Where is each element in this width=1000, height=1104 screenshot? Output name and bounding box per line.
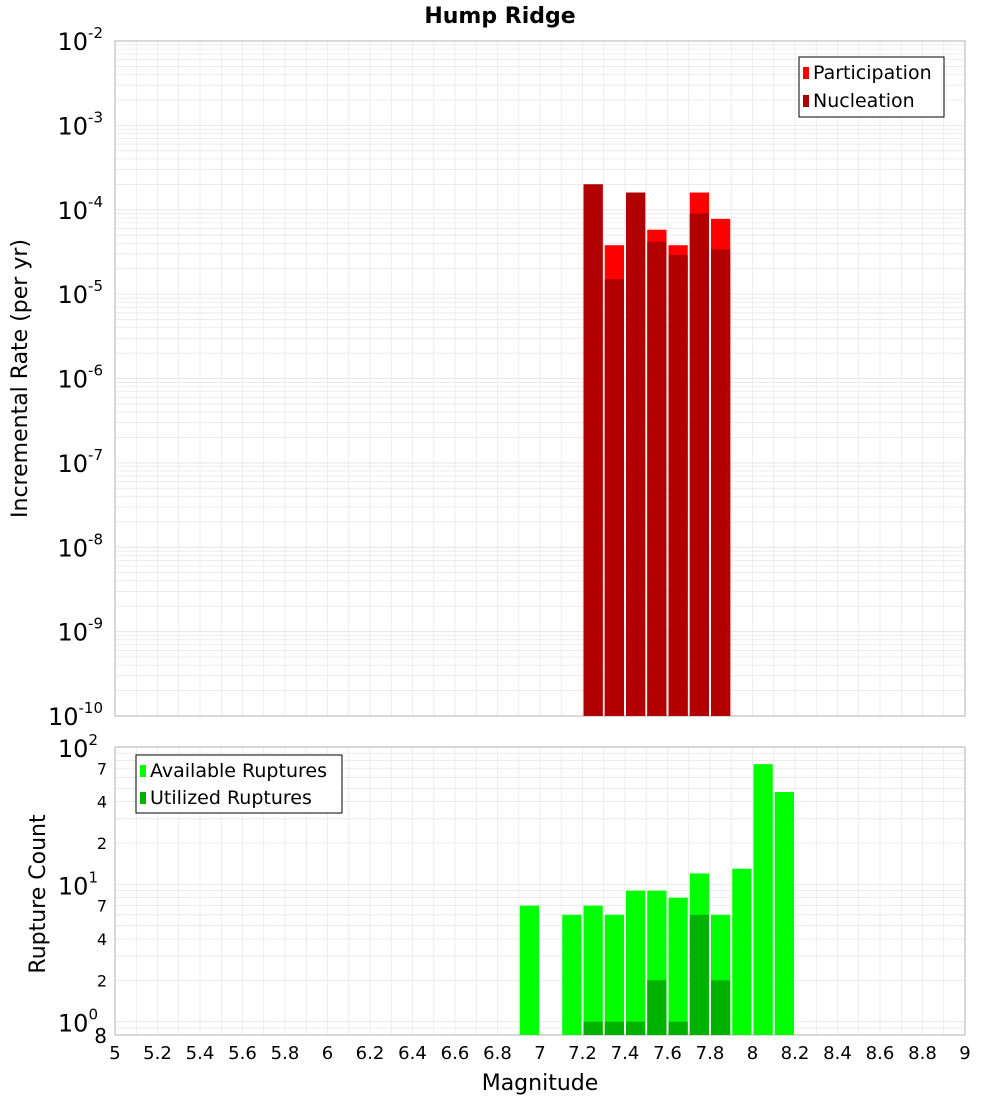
x-tick-label: 8.4 xyxy=(823,1043,852,1064)
count-legend: Available Ruptures Utilized Ruptures xyxy=(135,754,343,814)
x-tick-label: 5 xyxy=(109,1043,120,1064)
bar-utilized-ruptures xyxy=(689,914,709,1035)
count-y-minor-label: 4 xyxy=(97,930,107,949)
bar-nucleation xyxy=(647,241,667,717)
count-y-minor-label: 7 xyxy=(97,759,107,778)
x-axis-label: Magnitude xyxy=(482,1071,599,1096)
rate-y-tick-label: 10-8 xyxy=(57,530,103,562)
rate-y-axis-label: Incremental Rate (per yr) xyxy=(8,239,33,518)
count-y-major-label: 100 xyxy=(58,1006,98,1038)
legend-label: Nucleation xyxy=(813,90,915,112)
rate-y-tick-label: 10-7 xyxy=(57,446,103,478)
legend-swatch xyxy=(140,792,146,804)
x-tick-label: 7 xyxy=(534,1043,545,1064)
bar-nucleation xyxy=(668,255,688,716)
bar-utilized-ruptures xyxy=(647,980,667,1035)
bar-available-ruptures xyxy=(732,868,752,1035)
bar-available-ruptures xyxy=(562,914,582,1035)
rate-y-tick-label: 10-3 xyxy=(57,108,103,140)
x-tick-label: 7.2 xyxy=(568,1043,597,1064)
bar-available-ruptures xyxy=(626,890,646,1035)
bar-available-ruptures xyxy=(604,914,624,1035)
count-y-minor-label: 2 xyxy=(97,971,107,990)
rate-grid xyxy=(114,41,966,717)
rate-y-tick-label: 10-4 xyxy=(57,193,103,225)
count-legend-box xyxy=(135,754,343,814)
bar-nucleation xyxy=(604,279,624,716)
x-tick-label: 8.6 xyxy=(866,1043,895,1064)
x-tick-label: 7.4 xyxy=(611,1043,640,1064)
count-y-major-label: 101 xyxy=(58,868,98,900)
legend-swatch xyxy=(803,95,809,107)
bar-nucleation xyxy=(626,192,646,717)
legend-label: Available Ruptures xyxy=(150,760,327,782)
x-tick-label: 8 xyxy=(747,1043,758,1064)
legend-label: Participation xyxy=(813,62,932,84)
x-tick-label: 6.2 xyxy=(356,1043,385,1064)
x-tick-label: 5.6 xyxy=(228,1043,257,1064)
count-y-minor-label: 4 xyxy=(97,793,107,812)
count-bars xyxy=(519,764,794,1035)
x-tick-label: 6.8 xyxy=(483,1043,512,1064)
count-panel: 102 101 100 7 4 2 7 4 2 8 Rupture Count 5 5.2 5.4 5.6 5… xyxy=(26,731,971,1096)
bar-utilized-ruptures xyxy=(668,1021,688,1035)
rate-panel: 10-2 10-3 10-4 10-5 10-6 10-7 10-8 10-9 10-10 Inc… xyxy=(8,24,966,731)
x-tick-label: 5.2 xyxy=(143,1043,172,1064)
x-tick-label: 9 xyxy=(959,1043,970,1064)
legend-swatch xyxy=(803,67,809,79)
bar-utilized-ruptures xyxy=(626,1021,646,1035)
legend-label: Utilized Ruptures xyxy=(150,787,312,809)
legend-swatch xyxy=(140,765,146,777)
bar-nucleation xyxy=(583,184,603,717)
count-y-axis-label: Rupture Count xyxy=(26,814,51,974)
chart-title: Hump Ridge xyxy=(424,4,575,29)
bar-available-ruptures xyxy=(583,905,603,1035)
rate-bars xyxy=(583,184,731,717)
bar-utilized-ruptures xyxy=(583,1021,603,1035)
rate-y-tick-label: 10-5 xyxy=(57,277,103,309)
x-tick-label: 7.6 xyxy=(653,1043,682,1064)
rate-plot-frame xyxy=(114,40,966,717)
x-tick-label: 7.8 xyxy=(696,1043,725,1064)
x-tick-label: 6 xyxy=(322,1043,333,1064)
bar-utilized-ruptures xyxy=(604,1021,624,1035)
x-tick-label: 5.4 xyxy=(186,1043,215,1064)
bar-available-ruptures xyxy=(774,792,794,1035)
count-plot-frame xyxy=(114,746,966,1036)
x-tick-label: 8.2 xyxy=(781,1043,810,1064)
count-y-minor-label: 8 xyxy=(94,1024,107,1048)
x-tick-label: 8.8 xyxy=(908,1043,937,1064)
bar-nucleation xyxy=(711,249,731,716)
count-y-minor-label: 2 xyxy=(97,834,107,853)
rate-y-tick-label: 10-6 xyxy=(57,362,103,394)
rate-legend: Participation Nucleation xyxy=(798,56,945,118)
bar-available-ruptures xyxy=(519,905,539,1035)
x-tick-label: 5.8 xyxy=(271,1043,300,1064)
bar-nucleation xyxy=(689,213,709,717)
bar-utilized-ruptures xyxy=(711,980,731,1035)
rate-y-tick-label: 10-10 xyxy=(48,699,103,731)
bar-available-ruptures xyxy=(753,764,773,1035)
count-y-minor-label: 7 xyxy=(97,897,107,916)
rate-y-tick-label: 10-2 xyxy=(57,24,103,56)
x-tick-label: 6.6 xyxy=(441,1043,470,1064)
bar-available-ruptures xyxy=(668,897,688,1035)
x-tick-label: 6.4 xyxy=(398,1043,427,1064)
rate-y-tick-label: 10-9 xyxy=(57,615,103,647)
count-y-major-label: 102 xyxy=(58,731,98,763)
rate-legend-box xyxy=(798,56,945,118)
